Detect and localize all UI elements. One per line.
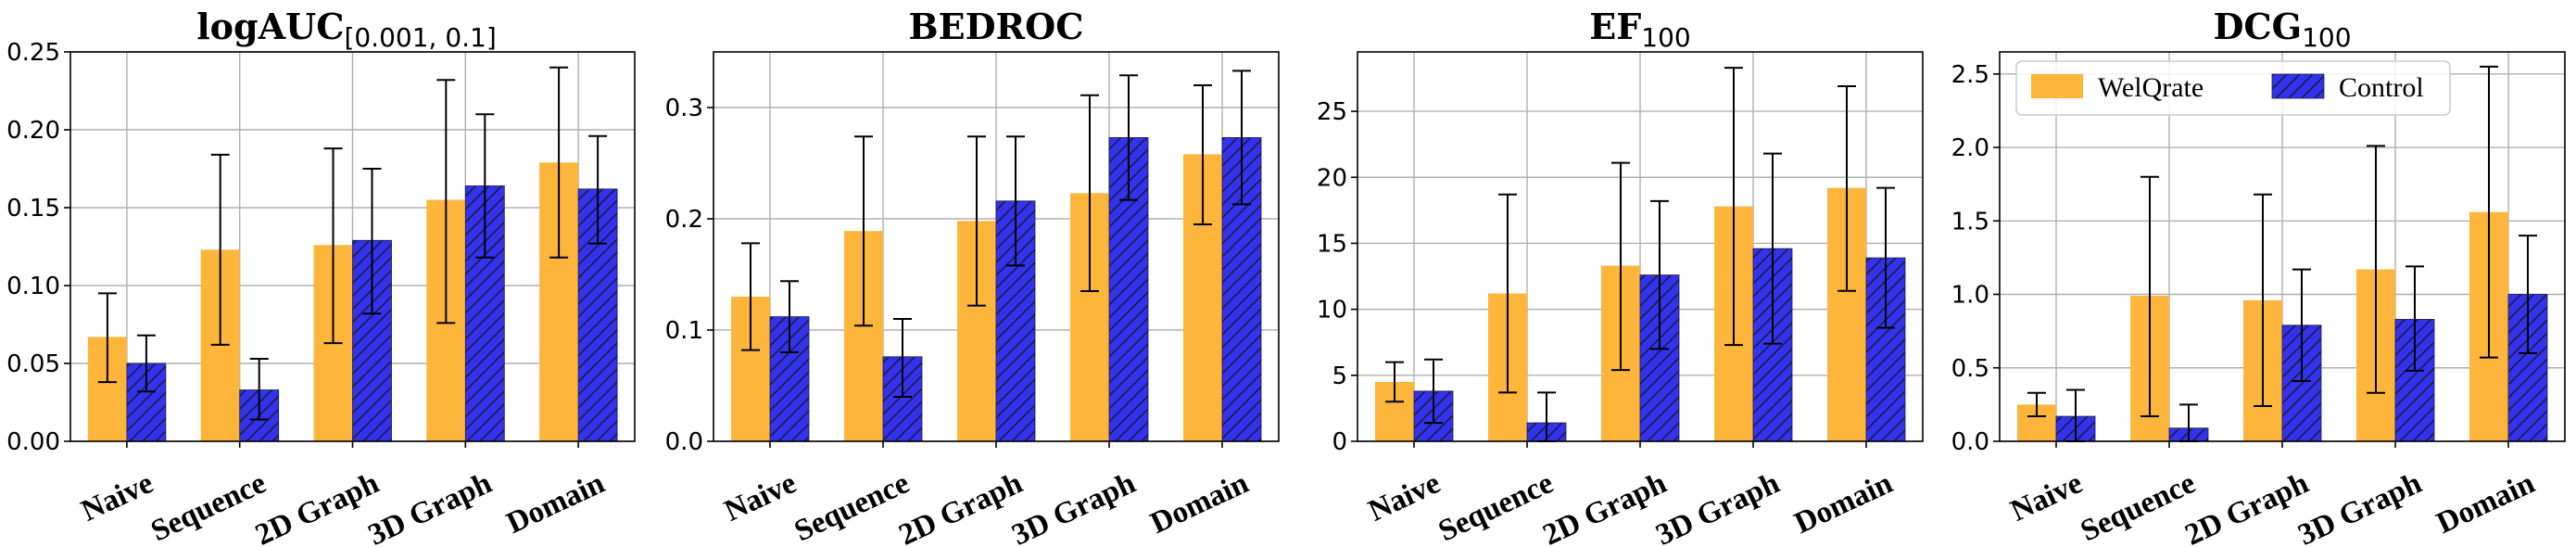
- control-error-bar: [588, 134, 608, 245]
- welqrate-error-bar: [323, 147, 343, 345]
- control-error-bar: [475, 113, 495, 259]
- welqrate-error-bar: [549, 66, 569, 259]
- panel-title: EF100: [1589, 6, 1690, 53]
- control-error-bar: [2519, 235, 2537, 354]
- x-tick-label: 3D Graph: [1007, 466, 1141, 547]
- y-tick-label: 0.2: [665, 206, 703, 234]
- x-tick-label: 2D Graph: [894, 466, 1028, 547]
- y-tick-label: 0.05: [6, 350, 60, 378]
- x-tick-label: 3D Graph: [1651, 466, 1785, 547]
- legend-label: WelQrate: [2098, 72, 2203, 103]
- legend: WelQrate Control: [2015, 60, 2451, 116]
- legend-entry-welqrate: WelQrate: [2031, 72, 2203, 103]
- x-tick-label: Domain: [501, 466, 610, 541]
- y-tick-label: 1.0: [1951, 282, 1989, 310]
- x-tick-label: Domain: [1789, 466, 1898, 541]
- welqrate-error-bar: [967, 135, 986, 307]
- y-tick-label: 5: [1332, 363, 1347, 390]
- welqrate-error-bar: [1724, 67, 1743, 347]
- x-tick-label: 2D Graph: [1538, 466, 1672, 547]
- y-tick-label: 0.20: [6, 117, 60, 145]
- control-error-bar: [1119, 74, 1138, 201]
- x-tick-label: Sequence: [1433, 466, 1559, 547]
- y-tick-label: 0.10: [6, 273, 60, 300]
- welqrate-error-bar: [1837, 85, 1856, 292]
- legend-swatch: [2031, 74, 2083, 98]
- welqrate-error-bar: [1498, 193, 1517, 394]
- y-tick-label: 2.5: [1951, 61, 1989, 89]
- legend-entry-control: Control: [2271, 72, 2424, 103]
- control-error-bar: [1006, 135, 1025, 267]
- y-tick-label: 1.5: [1951, 208, 1989, 235]
- control-error-bar: [1876, 186, 1895, 329]
- panel-title: logAUC[0.001, 0.1]: [196, 6, 497, 53]
- welqrate-error-bar: [854, 135, 873, 327]
- control-error-bar: [2406, 265, 2424, 372]
- legend-label: Control: [2339, 72, 2424, 103]
- welqrate-error-bar: [1193, 84, 1212, 225]
- panel-title: BEDROC: [909, 6, 1084, 47]
- welqrate-error-bar: [2367, 145, 2385, 394]
- x-tick-label: 3D Graph: [2293, 466, 2427, 547]
- welqrate-error-bar: [2140, 175, 2159, 418]
- legend-box: [2015, 60, 2451, 116]
- y-tick-label: 0: [1332, 428, 1347, 456]
- y-tick-label: 0.1: [665, 317, 703, 345]
- welqrate-error-bar: [210, 153, 230, 346]
- welqrate-error-bar: [741, 242, 760, 351]
- y-tick-label: 0.0: [665, 428, 703, 456]
- y-tick-label: 10: [1317, 297, 1347, 324]
- y-tick-label: 25: [1317, 98, 1347, 126]
- y-tick-label: 0.25: [6, 39, 60, 67]
- y-tick-label: 15: [1317, 230, 1347, 258]
- panels: 0.000.050.100.150.200.25NaiveSequence2D …: [6, 6, 2566, 547]
- welqrate-error-bar: [2027, 391, 2046, 418]
- x-tick-label: Domain: [1145, 466, 1254, 541]
- control-error-bar: [780, 280, 799, 353]
- legend-swatch: [2271, 73, 2325, 99]
- y-tick-label: 20: [1317, 164, 1347, 192]
- welqrate-error-bar: [97, 292, 117, 384]
- control-error-bar: [1763, 152, 1782, 345]
- chart-panel-1: 0.000.050.100.150.200.25NaiveSequence2D …: [6, 6, 636, 547]
- control-error-bar: [1650, 199, 1669, 350]
- control-error-bar: [136, 334, 156, 393]
- control-error-bar: [893, 318, 912, 398]
- y-tick-label: 0.3: [665, 95, 703, 122]
- x-tick-label: Sequence: [2076, 466, 2201, 547]
- y-tick-label: 2.0: [1951, 134, 1989, 162]
- control-error-bar: [362, 168, 382, 315]
- x-tick-label: 3D Graph: [363, 466, 497, 547]
- y-tick-label: 0.15: [6, 195, 60, 223]
- x-tick-label: 2D Graph: [2180, 466, 2314, 547]
- welqrate-error-bar: [1385, 361, 1404, 403]
- welqrate-error-bar: [436, 79, 456, 324]
- control-error-bar: [1232, 70, 1251, 206]
- control-error-bar: [2292, 268, 2311, 383]
- control-error-bar: [1424, 358, 1443, 425]
- control-error-bar: [249, 357, 269, 421]
- x-tick-label: Sequence: [146, 466, 271, 547]
- x-tick-label: Sequence: [789, 466, 915, 547]
- welqrate-error-bar: [2480, 65, 2498, 359]
- x-tick-label: Domain: [2431, 466, 2540, 541]
- y-tick-label: 0.00: [6, 428, 60, 456]
- x-tick-label: 2D Graph: [250, 466, 384, 547]
- welqrate-error-bar: [1080, 94, 1099, 292]
- welqrate-error-bar: [2254, 193, 2272, 407]
- welqrate-error-bar: [1611, 161, 1630, 372]
- y-tick-label: 0.0: [1951, 428, 1989, 456]
- panel-title: DCG100: [2213, 6, 2351, 53]
- y-tick-label: 0.5: [1951, 355, 1989, 383]
